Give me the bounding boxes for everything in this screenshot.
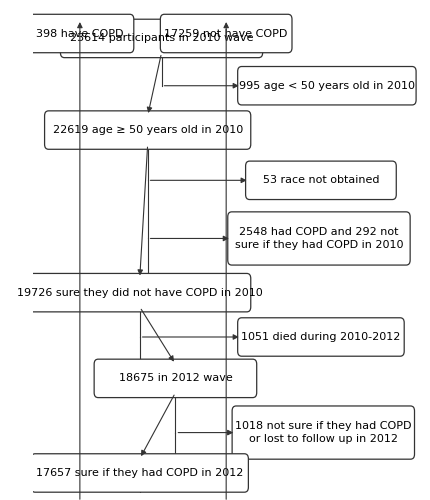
Text: 2548 had COPD and 292 not
sure if they had COPD in 2010: 2548 had COPD and 292 not sure if they h… bbox=[234, 228, 402, 250]
FancyBboxPatch shape bbox=[160, 14, 291, 52]
FancyBboxPatch shape bbox=[227, 212, 409, 265]
FancyBboxPatch shape bbox=[237, 66, 415, 105]
FancyBboxPatch shape bbox=[245, 161, 395, 200]
Text: 398 have COPD: 398 have COPD bbox=[36, 28, 123, 38]
Text: 17259 not have COPD: 17259 not have COPD bbox=[164, 28, 287, 38]
Text: 19726 sure they did not have COPD in 2010: 19726 sure they did not have COPD in 201… bbox=[17, 288, 262, 298]
FancyBboxPatch shape bbox=[60, 19, 262, 58]
Text: 22619 age ≥ 50 years old in 2010: 22619 age ≥ 50 years old in 2010 bbox=[52, 125, 242, 135]
FancyBboxPatch shape bbox=[232, 406, 414, 459]
FancyBboxPatch shape bbox=[94, 359, 256, 398]
Text: 18675 in 2012 wave: 18675 in 2012 wave bbox=[118, 374, 232, 384]
Text: 23614 participants in 2010 wave: 23614 participants in 2010 wave bbox=[70, 34, 253, 43]
FancyBboxPatch shape bbox=[29, 274, 250, 312]
FancyBboxPatch shape bbox=[31, 454, 248, 492]
Text: 53 race not obtained: 53 race not obtained bbox=[262, 176, 378, 186]
FancyBboxPatch shape bbox=[26, 14, 133, 52]
Text: 995 age < 50 years old in 2010: 995 age < 50 years old in 2010 bbox=[238, 80, 414, 90]
Text: 1051 died during 2010-2012: 1051 died during 2010-2012 bbox=[241, 332, 400, 342]
Text: 1018 not sure if they had COPD
or lost to follow up in 2012: 1018 not sure if they had COPD or lost t… bbox=[234, 422, 411, 444]
FancyBboxPatch shape bbox=[44, 111, 250, 150]
FancyBboxPatch shape bbox=[237, 318, 403, 356]
Text: 17657 sure if they had COPD in 2012: 17657 sure if they had COPD in 2012 bbox=[36, 468, 243, 478]
